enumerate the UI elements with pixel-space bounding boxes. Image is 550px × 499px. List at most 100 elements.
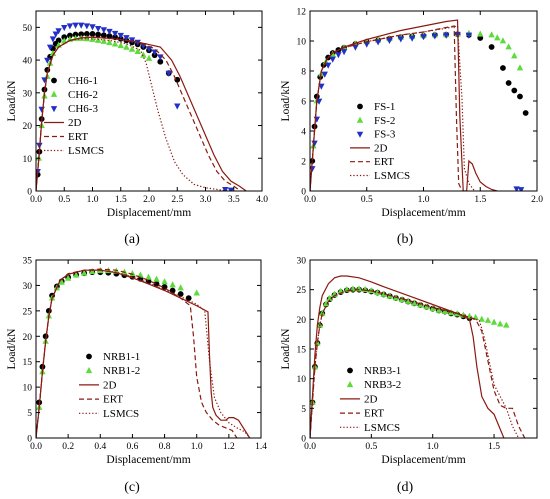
- data-point: [496, 320, 504, 327]
- plot-frame: [35, 259, 262, 439]
- data-point: [165, 70, 172, 77]
- data-point: [106, 28, 113, 35]
- data-point: [177, 284, 184, 291]
- data-point: [81, 269, 88, 276]
- data-point: [490, 318, 498, 325]
- data-point: [169, 281, 176, 288]
- legend-label: FS-2: [374, 115, 395, 127]
- x-tick-label: 1.5: [474, 195, 486, 205]
- legend: FS-1 FS-2 FS-32D ERT LSMCS: [350, 101, 410, 182]
- data-point: [89, 35, 96, 42]
- data-point: [340, 49, 348, 56]
- data-point: [511, 87, 518, 94]
- plot-frame: [309, 259, 538, 439]
- x-axis-label: Displacement/mm: [381, 207, 465, 219]
- data-point: [134, 47, 141, 54]
- data-point: [106, 33, 113, 40]
- data-point: [499, 37, 507, 44]
- data-point: [503, 321, 510, 328]
- y-tick-label: 8: [301, 68, 306, 78]
- legend-label: NRB1-2: [103, 365, 140, 377]
- data-point: [153, 275, 160, 282]
- data-point: [177, 291, 184, 297]
- data-point: [516, 64, 524, 71]
- y-tick-label: 15: [297, 346, 307, 356]
- series-line-LSMCS: [310, 25, 476, 191]
- data-point: [128, 37, 136, 44]
- y-axis-label: Load/kN: [280, 328, 292, 370]
- legend-marker: [50, 90, 58, 97]
- data-point: [49, 49, 57, 56]
- legend-label: ERT: [374, 156, 394, 168]
- data-point: [94, 25, 102, 33]
- data-point: [311, 140, 318, 147]
- x-tick-label: 0.5: [58, 195, 70, 205]
- x-tick-label: 0.0: [30, 442, 42, 452]
- y-tick-label: 10: [23, 155, 33, 165]
- data-point: [117, 32, 124, 39]
- x-tick-label: 0.6: [126, 442, 138, 452]
- data-point: [67, 32, 73, 39]
- legend-label: 2D: [374, 142, 388, 154]
- legend-label: CH6-2: [68, 89, 98, 101]
- panel-label: (b): [397, 232, 414, 247]
- data-point: [89, 267, 96, 275]
- legend-marker: [356, 131, 364, 138]
- data-point: [89, 24, 96, 31]
- y-tick-label: 6: [301, 98, 306, 108]
- data-point: [89, 31, 96, 37]
- legend-marker: [357, 103, 363, 110]
- data-point: [335, 52, 342, 59]
- series-line-LSMCS: [310, 289, 520, 438]
- x-tick-label: 1.0: [418, 195, 430, 205]
- legend-marker: [346, 381, 354, 388]
- x-tick-label: 4.0: [256, 195, 268, 205]
- data-point: [488, 44, 495, 50]
- y-tick-label: 25: [297, 286, 307, 296]
- series-line-LSMCS: [36, 38, 229, 191]
- data-point: [78, 31, 85, 38]
- y-tick-label: 30: [23, 282, 33, 292]
- data-point: [145, 46, 153, 53]
- data-point: [517, 93, 523, 100]
- legend-label: ERT: [103, 394, 123, 406]
- data-point: [397, 36, 404, 43]
- legend: NRB1-1 NRB1-2 2D ERT LSMCS: [79, 351, 140, 420]
- legend-label: CH6-1: [68, 75, 98, 87]
- y-axis-label: Load/kN: [6, 80, 18, 122]
- data-point: [478, 315, 485, 322]
- data-point: [465, 32, 473, 39]
- y-tick-label: 30: [23, 89, 33, 99]
- data-point: [161, 278, 168, 285]
- data-point: [145, 273, 152, 280]
- series-CH6-3: [36, 22, 235, 191]
- legend-label: 2D: [103, 379, 117, 391]
- y-axis-label: Load/kN: [280, 80, 292, 122]
- x-axis-label: Displacement/mm: [381, 454, 465, 466]
- x-tick-label: 3.0: [200, 195, 212, 205]
- data-point: [61, 37, 68, 44]
- data-point: [55, 37, 62, 44]
- x-tick-label: 0.2: [62, 442, 74, 452]
- x-axis-label: Displacement/mm: [107, 207, 191, 219]
- data-point: [95, 31, 102, 38]
- y-axis-label: Load/kN: [6, 328, 18, 370]
- data-point: [185, 295, 192, 302]
- data-point: [38, 106, 45, 113]
- data-point: [227, 187, 235, 191]
- data-point: [111, 40, 119, 47]
- data-point: [380, 290, 387, 297]
- plot-area: [36, 266, 251, 438]
- y-tick-label: 0: [301, 435, 306, 445]
- data-point: [78, 22, 85, 29]
- data-point: [61, 24, 68, 32]
- data-point: [443, 32, 450, 39]
- x-tick-label: 0.0: [304, 195, 316, 205]
- series-line-ERT: [310, 25, 463, 191]
- data-point: [117, 41, 124, 49]
- legend-marker: [86, 353, 92, 360]
- data-point: [484, 316, 492, 323]
- data-point: [157, 58, 164, 65]
- data-point: [58, 278, 65, 285]
- legend-label: FS-3: [374, 129, 396, 141]
